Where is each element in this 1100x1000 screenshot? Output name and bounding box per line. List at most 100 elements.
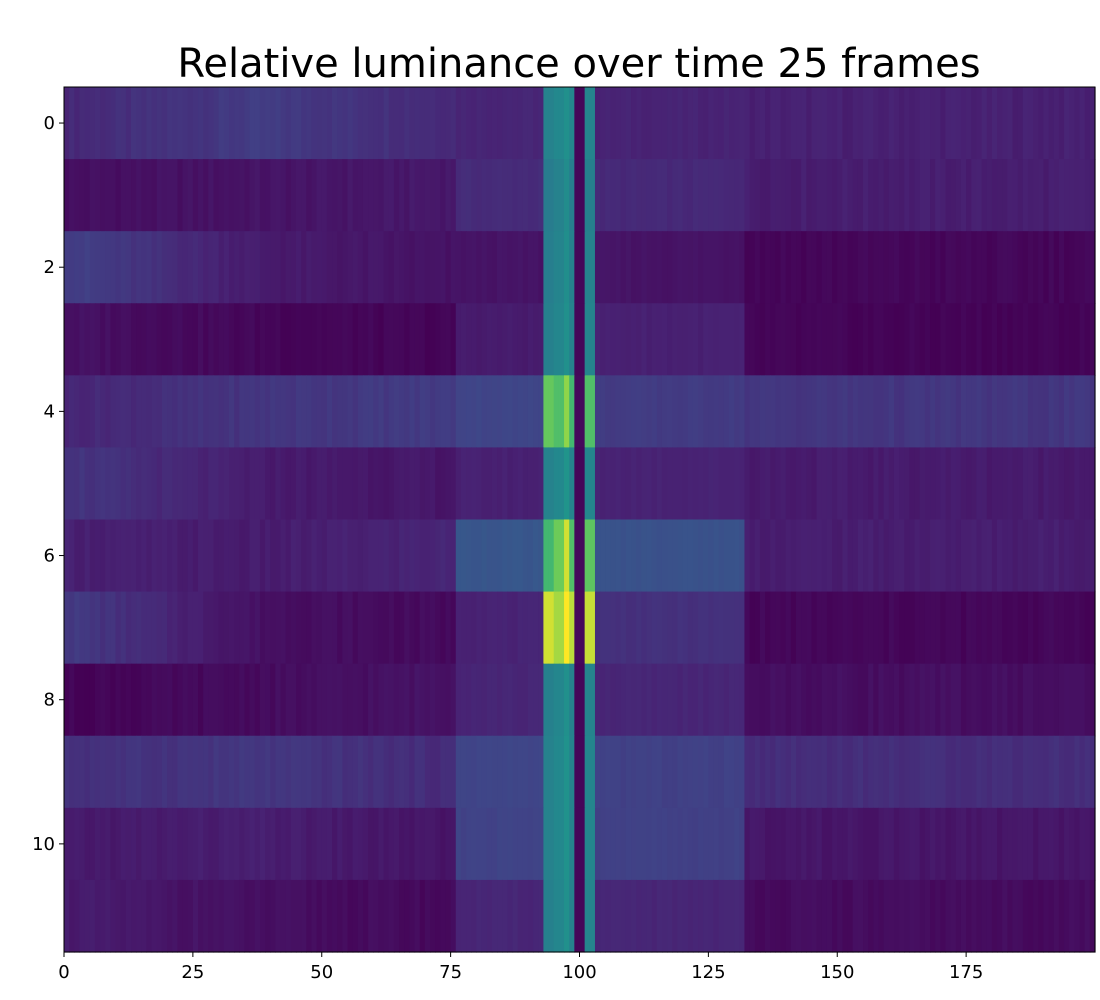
heatmap-cell	[1043, 231, 1050, 304]
heatmap-cell	[218, 591, 225, 665]
heatmap-cell	[878, 879, 885, 953]
heatmap-cell	[383, 87, 390, 160]
heatmap-cell	[600, 447, 606, 521]
heatmap-cell	[930, 735, 936, 809]
heatmap-cell	[430, 807, 436, 881]
heatmap-cell	[579, 807, 586, 881]
heatmap-cell	[471, 735, 477, 809]
heatmap-cell	[228, 591, 235, 665]
heatmap-cell	[198, 303, 204, 376]
heatmap-cell	[476, 663, 483, 737]
heatmap-cell	[780, 591, 787, 665]
heatmap-cell	[723, 591, 730, 665]
heatmap-cell	[404, 735, 410, 809]
heatmap-cell	[981, 591, 988, 665]
heatmap-cell	[342, 663, 349, 737]
heatmap-cell	[265, 159, 271, 232]
heatmap-cell	[868, 807, 874, 881]
heatmap-cell	[84, 735, 91, 809]
heatmap-cell	[1074, 375, 1081, 449]
heatmap-cell	[579, 735, 586, 809]
heatmap-cell	[517, 159, 524, 232]
heatmap-cell	[955, 303, 962, 376]
heatmap-cell	[404, 159, 410, 232]
heatmap-cell	[723, 519, 730, 593]
heatmap-cell	[275, 807, 282, 881]
heatmap-cell	[151, 447, 158, 521]
heatmap-cell	[352, 231, 359, 304]
heatmap-cell	[821, 159, 828, 232]
heatmap-cell	[399, 159, 405, 232]
heatmap-cell	[285, 231, 292, 304]
heatmap-cell	[826, 663, 833, 737]
heatmap-cell	[254, 231, 261, 304]
heatmap-cell	[698, 303, 704, 376]
heatmap-cell	[280, 879, 287, 953]
heatmap-cell	[182, 87, 189, 160]
heatmap-cell	[352, 303, 359, 376]
heatmap-cell	[986, 663, 993, 737]
heatmap-cell	[615, 375, 622, 449]
heatmap-cell	[373, 303, 380, 376]
heatmap-cell	[718, 231, 725, 304]
heatmap-cell	[362, 519, 369, 593]
heatmap-cell	[512, 735, 519, 809]
heatmap-cell	[409, 807, 416, 881]
heatmap-cell	[997, 591, 1003, 665]
heatmap-cell	[445, 87, 452, 160]
heatmap-cell	[419, 375, 426, 449]
heatmap-cell	[192, 303, 199, 376]
heatmap-cell	[486, 807, 493, 881]
heatmap-cell	[94, 663, 101, 737]
heatmap-cell	[94, 879, 101, 953]
heatmap-cell	[177, 303, 184, 376]
heatmap-cell	[641, 663, 648, 737]
heatmap-cell	[311, 231, 318, 304]
heatmap-cell	[878, 375, 885, 449]
heatmap-cell	[538, 519, 545, 593]
heatmap-cell	[362, 303, 369, 376]
heatmap-cell	[739, 231, 746, 304]
heatmap-cell	[981, 807, 988, 881]
heatmap-cell	[966, 303, 972, 376]
heatmap-cell	[79, 807, 86, 881]
heatmap-cell	[780, 375, 787, 449]
heatmap-cell	[141, 159, 148, 232]
heatmap-cell	[780, 735, 787, 809]
heatmap-cell	[1007, 879, 1014, 953]
heatmap-cell	[919, 447, 926, 521]
heatmap-cell	[863, 735, 869, 809]
heatmap-cell	[821, 231, 828, 304]
heatmap-cell	[641, 159, 648, 232]
heatmap-cell	[198, 519, 204, 593]
heatmap-cell	[997, 159, 1003, 232]
heatmap-cell	[868, 159, 874, 232]
heatmap-cell	[847, 735, 854, 809]
heatmap-cell	[893, 519, 900, 593]
heatmap-cell	[986, 231, 993, 304]
heatmap-cell	[265, 231, 271, 304]
heatmap-cell	[878, 159, 885, 232]
heatmap-cell	[687, 663, 694, 737]
heatmap-cell	[79, 375, 86, 449]
heatmap-cell	[502, 879, 508, 953]
heatmap-cell	[1033, 447, 1039, 521]
heatmap-cell	[625, 303, 632, 376]
heatmap-cell	[759, 447, 766, 521]
heatmap-cell	[301, 87, 307, 160]
heatmap-cell	[703, 879, 709, 953]
heatmap-cell	[801, 447, 807, 521]
heatmap-cell	[125, 159, 132, 232]
heatmap-cell	[842, 447, 849, 521]
heatmap-cell	[816, 375, 823, 449]
heatmap-cell	[440, 735, 447, 809]
heatmap-cell	[759, 375, 766, 449]
heatmap-cell	[522, 375, 529, 449]
heatmap-cell	[661, 159, 668, 232]
heatmap-cell	[1002, 879, 1008, 953]
heatmap-cell	[610, 231, 617, 304]
heatmap-cell	[857, 303, 864, 376]
heatmap-cell	[316, 879, 323, 953]
heatmap-cell	[816, 591, 823, 665]
heatmap-cell	[311, 87, 318, 160]
